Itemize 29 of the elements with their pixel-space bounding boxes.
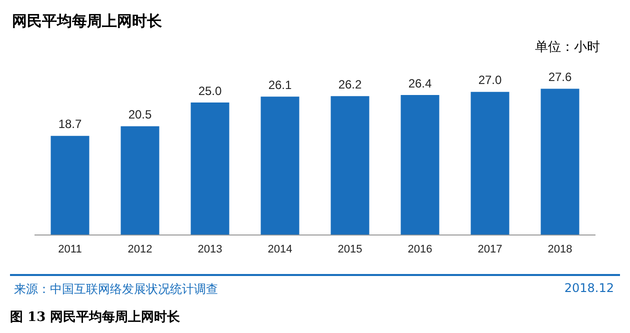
data-label: 27.0 xyxy=(478,73,502,88)
source-note: 来源：中国互联网络发展状况统计调查 xyxy=(14,281,218,298)
bar xyxy=(540,88,580,235)
chart-title: 网民平均每周上网时长 xyxy=(12,12,162,31)
x-tick-label: 2017 xyxy=(478,243,502,256)
x-tick-label: 2012 xyxy=(128,243,152,256)
x-tick-label: 2016 xyxy=(408,243,432,256)
data-label: 20.5 xyxy=(128,108,152,122)
x-tick-label: 2014 xyxy=(268,243,292,256)
x-tick-label: 2015 xyxy=(338,243,362,256)
bar xyxy=(190,102,230,235)
bar xyxy=(120,126,160,235)
data-label: 18.7 xyxy=(58,117,82,132)
caption: 图 13 网民平均每周上网时长 xyxy=(10,309,180,326)
bar xyxy=(470,92,510,235)
data-label: 27.6 xyxy=(548,70,572,84)
data-label: 26.1 xyxy=(268,78,292,92)
x-tick-label: 2011 xyxy=(58,243,82,256)
bar xyxy=(260,96,300,235)
x-tick-label: 2013 xyxy=(198,243,222,256)
data-label: 26.4 xyxy=(408,76,432,90)
text: 2018.12 xyxy=(564,281,614,295)
bar xyxy=(330,96,370,235)
data-label: 26.2 xyxy=(338,77,362,92)
text: 单位：小时 xyxy=(535,39,600,56)
x-tick-label: 2018 xyxy=(548,243,572,256)
bar xyxy=(50,136,90,235)
data-label: 25.0 xyxy=(198,84,222,98)
bar xyxy=(400,95,440,235)
